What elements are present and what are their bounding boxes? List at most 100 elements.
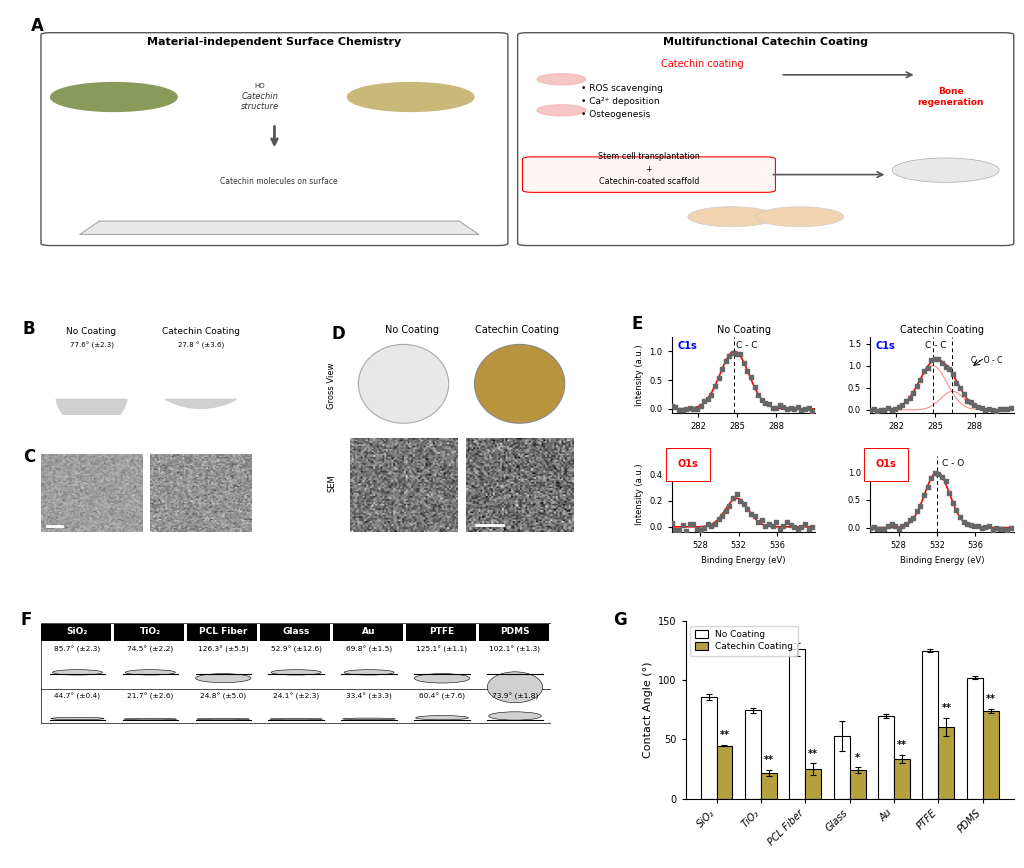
Point [977,403,993,417]
Text: C1s: C1s [678,341,697,351]
Point [974,401,990,415]
Point [898,394,914,408]
Text: 73.9° (±1.8): 73.9° (±1.8) [492,693,539,700]
Bar [260,624,330,641]
Point [675,403,691,417]
Point [887,402,903,416]
Bar [850,770,865,799]
Bar [790,649,805,799]
Point [880,402,896,416]
Text: 44.7° (±0.4): 44.7° (±0.4) [54,693,100,700]
Text: Bone
regeneration: Bone regeneration [918,88,984,107]
Point [872,403,889,417]
Text: Au: Au [362,628,376,636]
Polygon shape [80,221,478,234]
Bar [983,711,998,799]
Point [786,403,803,417]
Point [732,347,749,361]
Bar [879,716,894,799]
Polygon shape [56,399,127,429]
Point [988,404,1005,418]
Point [877,523,893,536]
Text: **: ** [986,694,996,704]
Text: Catechin Coating: Catechin Coating [475,326,559,335]
Point [667,400,683,414]
Point [884,517,900,531]
Point [667,523,683,537]
Point [739,364,756,378]
FancyBboxPatch shape [522,157,775,193]
Text: SiO₂: SiO₂ [67,628,88,636]
Point [797,402,813,416]
Text: C - O - C: C - O - C [971,356,1002,365]
Point [1002,401,1019,415]
Bar [717,746,732,799]
Bar [923,651,938,799]
Point [711,371,727,385]
Point [782,517,799,531]
Point [728,487,744,501]
Point [678,523,694,537]
Point [692,523,709,536]
Point [768,516,784,529]
Point [757,396,773,410]
Text: Multifunctional Catechin Coating: Multifunctional Catechin Coating [664,37,868,47]
Point [934,356,950,370]
Point [664,399,680,413]
Point [884,403,900,417]
Text: **: ** [720,731,729,740]
Point [970,400,986,414]
Point [739,503,756,516]
Text: Glass: Glass [283,628,310,636]
Point [891,522,907,536]
Text: 69.8° (±1.5): 69.8° (±1.5) [346,646,392,653]
Point [718,504,734,518]
Ellipse shape [487,672,543,703]
Ellipse shape [415,674,470,683]
Point [696,394,713,408]
Point [754,513,770,527]
Point [872,522,889,536]
Bar [967,678,983,799]
Point [912,373,929,387]
Text: G: G [613,610,627,628]
Point [898,517,914,531]
Point [771,523,787,536]
Point [945,496,962,510]
Circle shape [50,82,177,111]
Point [974,521,990,535]
Text: 102.1° (±1.3): 102.1° (±1.3) [489,646,541,653]
Text: Stem cell transplantation
+
Catechin-coated scaffold: Stem cell transplantation + Catechin-coa… [598,152,699,186]
Point [952,510,969,524]
Point [981,402,997,416]
Text: O1s: O1s [876,459,897,470]
Point [915,489,932,503]
Point [804,520,820,534]
Point [862,521,879,535]
Point [877,403,893,417]
Point [771,398,787,412]
Point [930,352,946,365]
Text: **: ** [764,755,774,765]
Bar [834,736,850,799]
Point [984,404,1000,418]
Point [685,402,701,416]
Point [891,400,907,414]
Text: Material-independent Surface Chemistry: Material-independent Surface Chemistry [147,37,401,47]
Bar [41,622,552,723]
Point [991,402,1008,416]
Point [905,386,922,400]
Point [905,511,922,525]
Circle shape [892,158,999,182]
Point [880,520,896,534]
Point [970,519,986,533]
Text: *: * [855,753,860,763]
Text: 24.8° (±5.0): 24.8° (±5.0) [200,693,247,700]
Text: 85.7° (±2.3): 85.7° (±2.3) [54,646,100,653]
Text: PTFE: PTFE [429,628,455,636]
Bar [333,624,402,641]
Point [998,523,1015,537]
Bar [186,624,257,641]
Point [869,404,886,418]
Point [967,519,983,533]
